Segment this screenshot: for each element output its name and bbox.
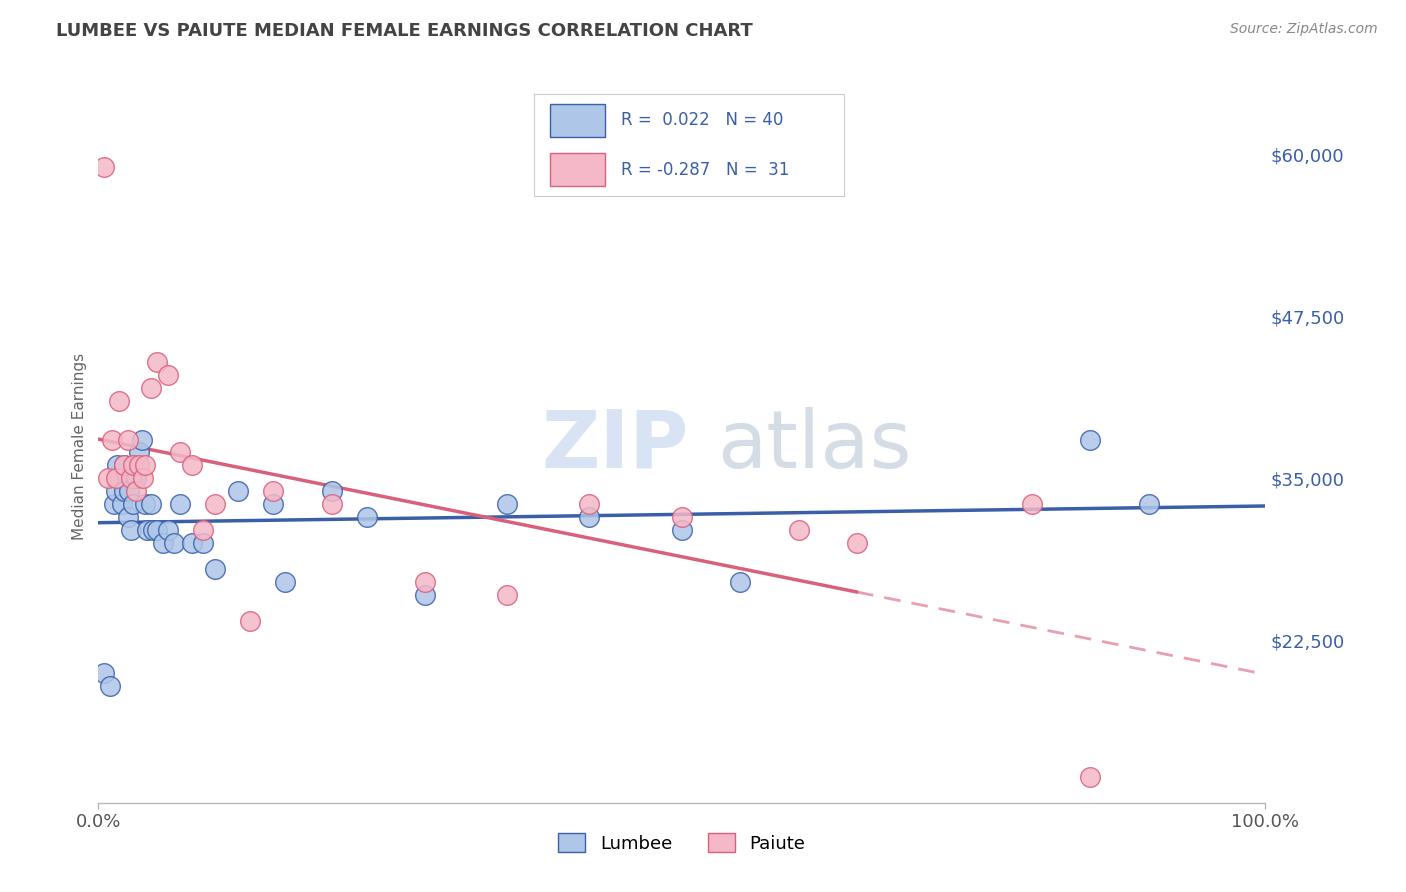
Point (120, 524, 142, 538)
Point (671, 510, 693, 524)
Point (496, 588, 519, 602)
Point (496, 497, 519, 511)
Point (122, 497, 145, 511)
Point (97, 471, 120, 485)
Point (112, 458, 135, 473)
Point (413, 588, 436, 602)
Point (112, 484, 135, 499)
Point (239, 614, 262, 628)
Point (132, 471, 155, 485)
Point (98, 679, 121, 693)
Point (108, 471, 131, 485)
Point (104, 471, 127, 485)
Point (413, 575, 436, 590)
Point (122, 458, 145, 473)
Bar (550, 104, 606, 136)
Point (163, 536, 186, 550)
Point (93, 666, 115, 681)
Text: R =  0.022   N = 40: R = 0.022 N = 40 (621, 112, 783, 129)
Point (93, 160, 115, 174)
Point (169, 497, 191, 511)
Point (846, 536, 869, 550)
Point (125, 471, 148, 485)
Text: LUMBEE VS PAIUTE MEDIAN FEMALE EARNINGS CORRELATION CHART: LUMBEE VS PAIUTE MEDIAN FEMALE EARNINGS … (56, 22, 754, 40)
Point (146, 524, 169, 538)
Point (356, 510, 378, 524)
Point (787, 524, 810, 538)
Point (321, 484, 343, 499)
Point (193, 524, 215, 538)
Text: Source: ZipAtlas.com: Source: ZipAtlas.com (1230, 22, 1378, 37)
Point (321, 497, 343, 511)
Point (139, 497, 162, 511)
Point (117, 510, 139, 524)
Point (125, 484, 148, 499)
Point (142, 524, 165, 538)
Text: ZIP: ZIP (541, 407, 689, 485)
Point (131, 433, 153, 447)
Text: R = -0.287   N =  31: R = -0.287 N = 31 (621, 161, 789, 178)
Point (578, 497, 600, 511)
Point (730, 575, 752, 590)
Point (1080, 433, 1102, 447)
Point (204, 497, 226, 511)
Point (157, 524, 180, 538)
Point (104, 484, 127, 499)
Point (274, 575, 297, 590)
Point (134, 458, 156, 473)
Text: atlas: atlas (717, 407, 911, 485)
Point (228, 484, 250, 499)
Bar (550, 153, 606, 186)
Point (180, 458, 202, 473)
Point (128, 458, 150, 473)
Point (128, 445, 150, 459)
Point (108, 393, 131, 408)
Point (157, 368, 180, 382)
Point (101, 433, 124, 447)
Point (1080, 770, 1102, 784)
Point (1137, 497, 1160, 511)
Point (105, 458, 128, 473)
Point (262, 484, 284, 499)
Point (103, 497, 125, 511)
Y-axis label: Median Female Earnings: Median Female Earnings (72, 352, 87, 540)
Point (262, 497, 284, 511)
Point (111, 497, 134, 511)
Point (120, 471, 142, 485)
Point (112, 458, 135, 473)
Point (169, 445, 191, 459)
Point (134, 497, 156, 511)
Point (139, 381, 162, 395)
Point (152, 536, 174, 550)
Point (117, 433, 139, 447)
Point (118, 484, 141, 499)
Point (136, 524, 159, 538)
Point (671, 524, 693, 538)
Point (193, 536, 215, 550)
Point (146, 354, 169, 368)
Legend: Lumbee, Paiute: Lumbee, Paiute (550, 824, 814, 862)
Point (204, 562, 226, 576)
Point (1021, 497, 1043, 511)
Point (578, 510, 600, 524)
Point (180, 536, 202, 550)
